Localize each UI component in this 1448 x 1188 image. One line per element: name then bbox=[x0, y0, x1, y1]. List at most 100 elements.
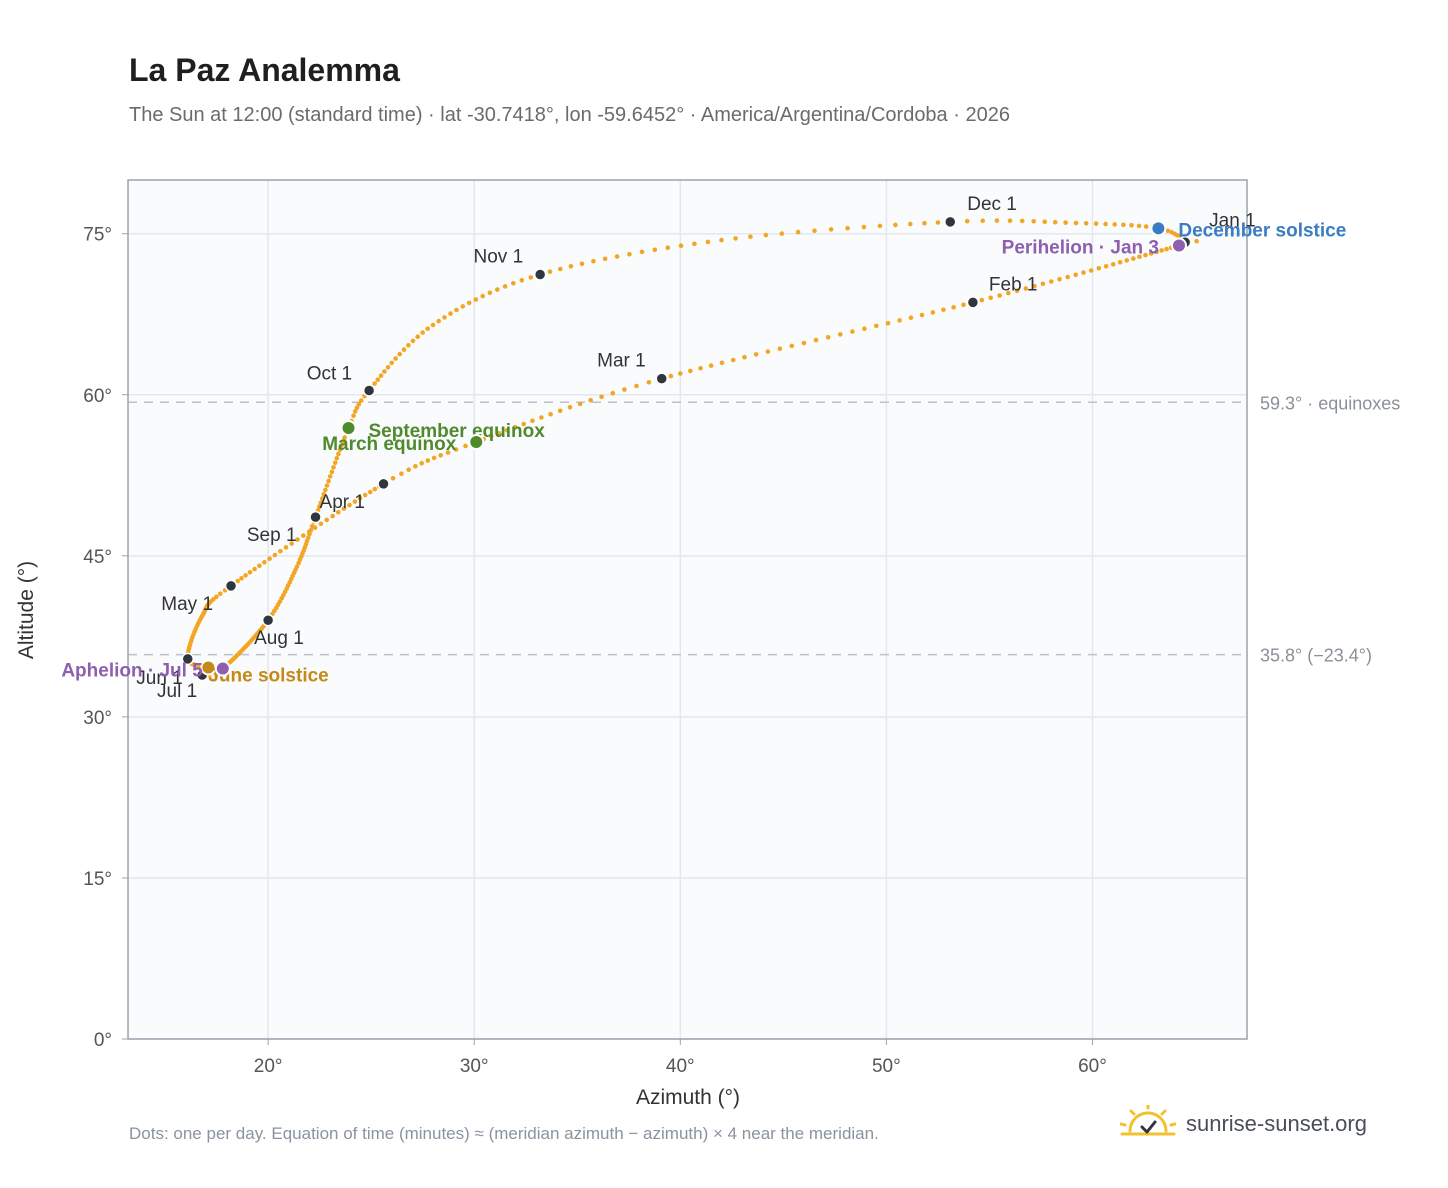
day-dot bbox=[512, 424, 518, 430]
day-dot bbox=[413, 464, 418, 469]
day-dot bbox=[646, 380, 652, 385]
day-dot bbox=[496, 431, 502, 436]
day-dot bbox=[1023, 286, 1029, 291]
y-tick-label: 60° bbox=[83, 386, 112, 407]
axis-ticks: 20° 30° 40° 50° 60° 0° 15° 30° 45° 60° 75° bbox=[83, 225, 1107, 1077]
day-dot bbox=[789, 343, 795, 349]
day-dot bbox=[777, 346, 783, 352]
day-dot bbox=[339, 443, 344, 448]
day-dot bbox=[1154, 249, 1159, 255]
day-dot bbox=[289, 541, 295, 546]
day-dot bbox=[1031, 219, 1036, 224]
month-label: Aug 1 bbox=[254, 628, 304, 649]
day-dot bbox=[528, 275, 534, 280]
day-dot bbox=[988, 295, 993, 301]
day-dot bbox=[438, 453, 444, 458]
day-dot bbox=[678, 371, 683, 376]
day-dot bbox=[431, 455, 437, 461]
plot-area bbox=[128, 180, 1247, 1039]
day-dot bbox=[358, 398, 364, 403]
month-label: Apr 1 bbox=[320, 492, 365, 513]
day-dot bbox=[719, 360, 725, 366]
day-dot bbox=[295, 537, 300, 542]
day-dot bbox=[425, 326, 431, 332]
day-dot bbox=[375, 377, 381, 383]
month-label: Feb 1 bbox=[989, 274, 1038, 295]
day-dot bbox=[489, 434, 494, 439]
day-dot bbox=[448, 311, 453, 316]
day-dot bbox=[1137, 254, 1142, 260]
day-dot bbox=[330, 513, 335, 519]
y-tick-label: 30° bbox=[83, 708, 112, 729]
month-label: Sep 1 bbox=[247, 525, 297, 546]
day-dot bbox=[908, 315, 914, 321]
day-dot bbox=[893, 222, 898, 228]
day-dot bbox=[652, 247, 658, 253]
month-label: Nov 1 bbox=[474, 246, 524, 267]
day-dot bbox=[850, 329, 855, 334]
day-dot bbox=[812, 228, 817, 233]
day-dot bbox=[321, 492, 327, 497]
day-dot bbox=[351, 413, 356, 419]
day-dot bbox=[1164, 246, 1169, 252]
event-label: March equinox bbox=[322, 434, 457, 455]
day-dot bbox=[393, 356, 398, 361]
month-marker bbox=[261, 613, 275, 627]
day-dot bbox=[980, 218, 985, 224]
day-dot bbox=[401, 347, 407, 352]
x-tick-label: 20° bbox=[254, 1056, 283, 1077]
reference-lines: 59.3° · equinoxes 35.8° (−23.4°) bbox=[128, 393, 1400, 666]
month-marker bbox=[655, 372, 668, 385]
event-label: December solstice bbox=[1178, 220, 1346, 241]
day-dot bbox=[795, 229, 801, 235]
day-dot bbox=[1194, 238, 1199, 244]
day-dot bbox=[235, 578, 240, 584]
day-dot bbox=[308, 528, 314, 533]
x-tick-label: 50° bbox=[872, 1056, 901, 1077]
chart-title: La Paz Analemma bbox=[129, 52, 400, 88]
x-tick-label: 30° bbox=[460, 1056, 489, 1077]
day-dot bbox=[599, 394, 604, 400]
day-dot bbox=[622, 387, 627, 392]
event-label: June solstice bbox=[208, 665, 328, 686]
day-dot bbox=[399, 471, 404, 477]
day-dot bbox=[733, 236, 738, 241]
day-dot bbox=[272, 552, 278, 558]
day-dot bbox=[1042, 219, 1047, 224]
day-dot bbox=[453, 447, 459, 452]
brand-name[interactable]: sunrise-sunset.org bbox=[1186, 1111, 1367, 1136]
day-dot bbox=[252, 566, 257, 572]
day-dot bbox=[1148, 251, 1154, 256]
day-dot bbox=[547, 269, 553, 275]
day-dot bbox=[951, 305, 956, 310]
day-dot bbox=[935, 220, 941, 225]
day-dot bbox=[610, 390, 616, 396]
day-dot bbox=[1096, 266, 1102, 271]
day-dot bbox=[1112, 222, 1117, 227]
day-dot bbox=[334, 456, 340, 461]
day-dot bbox=[588, 398, 593, 403]
day-dot bbox=[1083, 221, 1089, 226]
day-dot bbox=[1081, 270, 1086, 275]
day-dot bbox=[1121, 222, 1126, 228]
day-dot bbox=[329, 469, 335, 475]
day-dot bbox=[317, 504, 322, 509]
day-dot bbox=[1052, 219, 1058, 225]
x-axis-label: Azimuth (°) bbox=[636, 1086, 740, 1109]
day-dot bbox=[941, 307, 946, 313]
day-dot bbox=[352, 499, 358, 504]
day-dot bbox=[602, 256, 608, 262]
day-dot bbox=[1124, 258, 1130, 263]
day-dot bbox=[997, 293, 1002, 298]
day-dot bbox=[430, 322, 436, 328]
day-dot bbox=[1065, 274, 1070, 280]
brand[interactable]: sunrise-sunset.org bbox=[1119, 1103, 1367, 1144]
event-marker bbox=[468, 433, 485, 450]
day-dot bbox=[1007, 218, 1013, 223]
day-dot bbox=[1117, 260, 1123, 265]
day-dot bbox=[874, 323, 879, 329]
day-dot bbox=[357, 495, 363, 501]
day-dot bbox=[961, 302, 966, 308]
